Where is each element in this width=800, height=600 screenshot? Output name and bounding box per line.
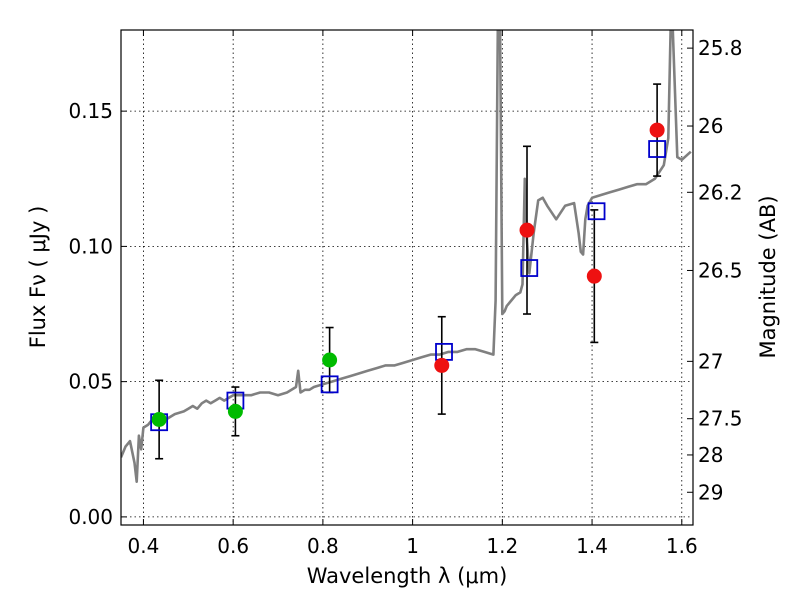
model-point-square <box>520 259 539 277</box>
x-tick-label: 1 <box>406 534 419 558</box>
data-point-circle <box>649 122 665 138</box>
x-tick-label: 0.4 <box>128 534 160 558</box>
axes-frame <box>120 29 694 526</box>
mag-tick-label: 26 <box>698 114 723 138</box>
mag-tick-label: 26.2 <box>698 180 743 204</box>
x-tick-label: 1.4 <box>576 534 608 558</box>
ticks: 0.4 0.6 0.8 1 1.2 1.4 1.6 0.00 0.05 0.10 0.15 25.8 2… <box>68 30 743 558</box>
model-point-square <box>320 375 339 394</box>
x-tick-label: 1.2 <box>486 534 518 558</box>
mag-tick-label: 29 <box>698 480 723 504</box>
data-point-circle <box>151 412 167 428</box>
mag-tick-label: 26.5 <box>698 258 743 282</box>
spectrum-line <box>121 30 692 484</box>
mag-tick-label: 27.5 <box>698 407 743 431</box>
mag-tick-label: 27 <box>698 349 723 373</box>
model-point-square <box>648 140 667 158</box>
data-point-circle <box>434 357 450 373</box>
mag-tick-label: 25.8 <box>698 36 743 60</box>
y-tick-label: 0.00 <box>68 505 113 529</box>
y-axis-title: Flux Fν ( μJy ) <box>26 206 50 349</box>
grid <box>121 30 693 525</box>
y-tick-label: 0.05 <box>68 370 113 394</box>
model-point-square <box>587 202 606 221</box>
x-tick-label: 0.8 <box>307 534 339 558</box>
x-axis-title: Wavelength λ (μm) <box>307 564 508 588</box>
data-point-circle <box>519 222 535 238</box>
data-point-circle <box>586 268 602 284</box>
y-tick-label: 0.15 <box>68 99 113 123</box>
data-point-circle <box>227 403 243 419</box>
y2-axis-title: Magnitude (AB) <box>756 195 780 358</box>
data-point-circle <box>322 352 338 368</box>
x-tick-label: 1.6 <box>666 534 698 558</box>
x-tick-label: 0.6 <box>217 534 249 558</box>
y-tick-label: 0.10 <box>68 234 113 258</box>
mag-tick-label: 28 <box>698 443 723 467</box>
series-layer <box>121 30 692 484</box>
